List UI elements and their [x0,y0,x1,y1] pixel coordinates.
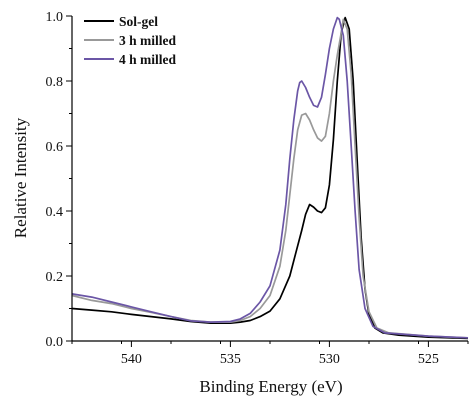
axes: 540 535 530 525 0.0 0.2 0.4 0.6 0.8 1.0 [46,10,469,367]
y-tick-label: 0.2 [46,270,64,285]
y-tick-label: 0.0 [46,335,64,350]
x-tick-label: 525 [418,352,439,367]
series-layer [71,16,469,340]
series-line-3-h-milled [71,18,469,339]
legend: Sol-gel 3 h milled 4 h milled [84,14,176,67]
x-tick-label: 530 [319,352,340,367]
y-tick-label: 1.0 [46,10,64,25]
y-axis-title: Relative Intensity [11,117,30,238]
y-tick-label: 0.8 [46,75,64,90]
x-tick-label: 535 [220,352,241,367]
legend-label-3-h-milled: 3 h milled [119,33,176,48]
legend-label-sol-gel: Sol-gel [119,14,158,29]
series-line-4-h-milled [71,16,469,339]
x-tick-label: 540 [121,352,142,367]
x-axis-title: Binding Energy (eV) [199,377,342,396]
y-tick-label: 0.4 [46,205,64,220]
legend-label-4-h-milled: 4 h milled [119,52,176,67]
y-tick-label: 0.6 [46,140,64,155]
